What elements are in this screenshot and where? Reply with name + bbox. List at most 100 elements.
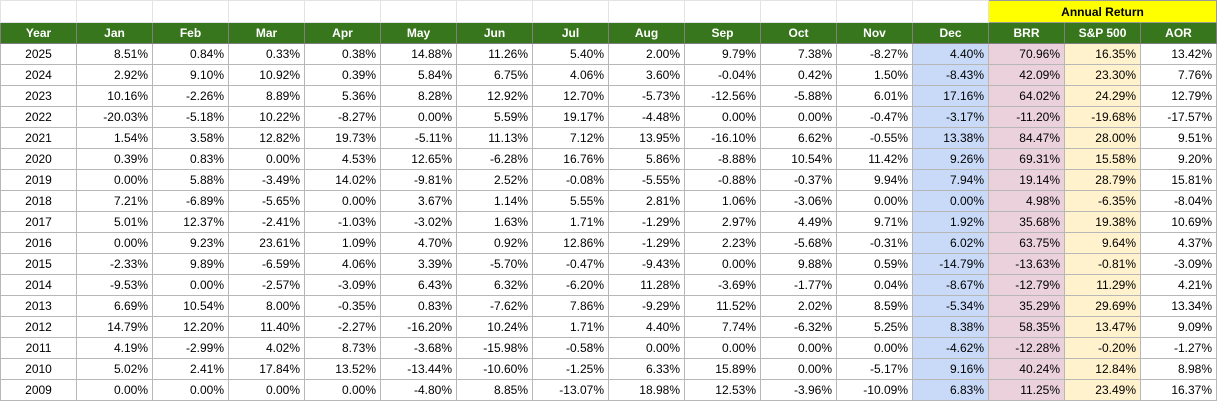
return-cell: -1.29% bbox=[608, 211, 685, 233]
return-cell: 0.00% bbox=[684, 253, 761, 275]
return-cell: -0.35% bbox=[304, 295, 381, 317]
year-cell: 2022 bbox=[0, 106, 77, 128]
return-cell: 0.83% bbox=[380, 295, 457, 317]
return-cell: 6.43% bbox=[380, 274, 457, 296]
return-cell: 10.54% bbox=[760, 148, 837, 170]
return-cell: 3.67% bbox=[380, 190, 457, 212]
return-cell: -5.65% bbox=[228, 190, 305, 212]
header-cell: Year bbox=[0, 22, 77, 44]
return-cell: 1.09% bbox=[304, 232, 381, 254]
return-cell: -9.53% bbox=[76, 274, 153, 296]
return-cell: 3.39% bbox=[380, 253, 457, 275]
return-cell: 11.42% bbox=[836, 148, 913, 170]
return-cell: -1.03% bbox=[304, 211, 381, 233]
return-cell: 1.50% bbox=[836, 64, 913, 86]
return-cell: 4.19% bbox=[76, 337, 153, 359]
data-row: 2020 0.39% 0.83% 0.00% 4.53% 12.65% -6.28% 16.7… bbox=[0, 148, 1217, 170]
return-cell: 8.98% bbox=[1139, 358, 1217, 380]
return-cell: 8.85% bbox=[456, 379, 533, 401]
return-cell: 7.94% bbox=[912, 169, 989, 191]
return-cell: 12.84% bbox=[1064, 358, 1141, 380]
return-cell: 2.92% bbox=[76, 64, 153, 86]
return-cell: 15.58% bbox=[1064, 148, 1141, 170]
return-cell: 0.00% bbox=[684, 106, 761, 128]
year-cell: 2010 bbox=[0, 358, 77, 380]
return-cell: -8.27% bbox=[836, 43, 913, 65]
data-row: 2010 5.02% 2.41% 17.84% 13.52% -13.44% -10.60%… bbox=[0, 358, 1217, 380]
return-cell: 2.23% bbox=[684, 232, 761, 254]
return-cell: 12.70% bbox=[532, 85, 609, 107]
return-cell: 8.73% bbox=[304, 337, 381, 359]
empty-cell bbox=[76, 0, 153, 23]
return-cell: 10.92% bbox=[228, 64, 305, 86]
return-cell: 13.47% bbox=[1064, 316, 1141, 338]
return-cell: 58.35% bbox=[988, 316, 1065, 338]
return-cell: -8.27% bbox=[304, 106, 381, 128]
return-cell: -8.43% bbox=[912, 64, 989, 86]
return-cell: 4.06% bbox=[532, 64, 609, 86]
return-cell: -6.28% bbox=[456, 148, 533, 170]
return-cell: 12.79% bbox=[1139, 85, 1217, 107]
return-cell: 23.30% bbox=[1064, 64, 1141, 86]
return-cell: -6.59% bbox=[228, 253, 305, 275]
return-cell: -3.09% bbox=[304, 274, 381, 296]
return-cell: 70.96% bbox=[988, 43, 1065, 65]
return-cell: 12.65% bbox=[380, 148, 457, 170]
return-cell: 0.38% bbox=[304, 43, 381, 65]
return-cell: -12.56% bbox=[684, 85, 761, 107]
return-cell: 5.84% bbox=[380, 64, 457, 86]
year-cell: 2014 bbox=[0, 274, 77, 296]
return-cell: -0.55% bbox=[836, 127, 913, 149]
return-cell: -1.25% bbox=[532, 358, 609, 380]
return-cell: -13.07% bbox=[532, 379, 609, 401]
data-row: 2015 -2.33% 9.89% -6.59% 4.06% 3.39% -5.70% -0.… bbox=[0, 253, 1217, 275]
return-cell: 24.29% bbox=[1064, 85, 1141, 107]
return-cell: -5.73% bbox=[608, 85, 685, 107]
header-cell: BRR bbox=[988, 22, 1065, 44]
return-cell: -2.27% bbox=[304, 316, 381, 338]
return-cell: -5.68% bbox=[760, 232, 837, 254]
return-cell: 5.36% bbox=[304, 85, 381, 107]
return-cell: 9.88% bbox=[760, 253, 837, 275]
return-cell: 6.69% bbox=[76, 295, 153, 317]
data-row: 2018 7.21% -6.89% -5.65% 0.00% 3.67% 1.14% 5.55… bbox=[0, 190, 1217, 212]
return-cell: 0.00% bbox=[760, 337, 837, 359]
return-cell: 0.39% bbox=[304, 64, 381, 86]
return-cell: 17.16% bbox=[912, 85, 989, 107]
return-cell: -16.20% bbox=[380, 316, 457, 338]
empty-cell bbox=[836, 0, 913, 23]
return-cell: 6.01% bbox=[836, 85, 913, 107]
return-cell: -12.28% bbox=[988, 337, 1065, 359]
empty-cell bbox=[0, 0, 77, 23]
return-cell: 6.62% bbox=[760, 127, 837, 149]
return-cell: 13.42% bbox=[1139, 43, 1217, 65]
return-cell: -4.62% bbox=[912, 337, 989, 359]
return-cell: 4.40% bbox=[912, 43, 989, 65]
return-cell: 0.59% bbox=[836, 253, 913, 275]
return-cell: 12.37% bbox=[152, 211, 229, 233]
header-cell: Apr bbox=[304, 22, 381, 44]
empty-cell bbox=[608, 0, 685, 23]
return-cell: 6.02% bbox=[912, 232, 989, 254]
return-cell: 4.37% bbox=[1139, 232, 1217, 254]
data-row: 2021 1.54% 3.58% 12.82% 19.73% -5.11% 11.13% 7.… bbox=[0, 127, 1217, 149]
return-cell: 0.00% bbox=[836, 337, 913, 359]
return-cell: 12.92% bbox=[456, 85, 533, 107]
return-cell: 5.01% bbox=[76, 211, 153, 233]
header-cell: Jul bbox=[532, 22, 609, 44]
data-row: 2016 0.00% 9.23% 23.61% 1.09% 4.70% 0.92% 12.86… bbox=[0, 232, 1217, 254]
return-cell: 5.02% bbox=[76, 358, 153, 380]
data-row: 2014 -9.53% 0.00% -2.57% -3.09% 6.43% 6.32% -6.… bbox=[0, 274, 1217, 296]
return-cell: 64.02% bbox=[988, 85, 1065, 107]
return-cell: -0.47% bbox=[532, 253, 609, 275]
return-cell: 12.82% bbox=[228, 127, 305, 149]
return-cell: 10.24% bbox=[456, 316, 533, 338]
header-cell: Aug bbox=[608, 22, 685, 44]
return-cell: 7.12% bbox=[532, 127, 609, 149]
return-cell: 18.98% bbox=[608, 379, 685, 401]
return-cell: -3.06% bbox=[760, 190, 837, 212]
return-cell: 4.02% bbox=[228, 337, 305, 359]
return-cell: 8.00% bbox=[228, 295, 305, 317]
